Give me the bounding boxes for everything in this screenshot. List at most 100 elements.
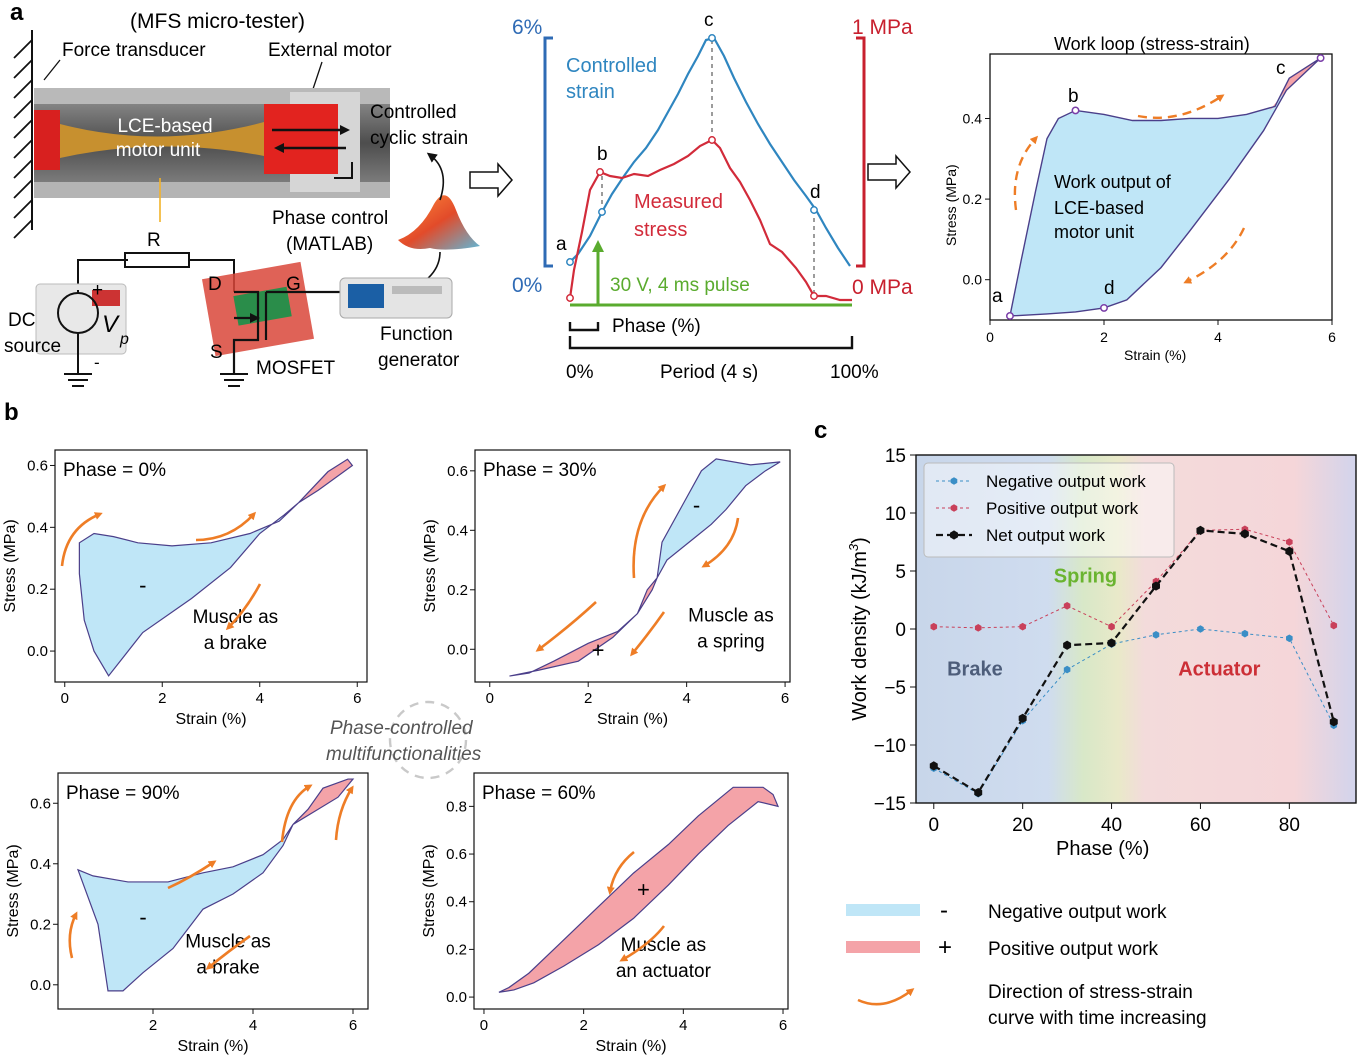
loop-panel-p30: Phase = 30% - + Muscle as a spring 0 2 4 6 0.0 0.2… [422,449,791,728]
controlled-strain-line2: strain [566,81,615,103]
workloop-xtick-label-0: 0 [986,329,994,345]
workloop-ytick-label-0: 0.0 [963,272,983,288]
loop-text-line1-p30: Muscle as [688,605,774,626]
chart-legend-marker-1 [950,504,958,512]
loop-pos-area-p0 [298,458,354,504]
loop-ytick-label-p60-3: 0.6 [446,846,467,863]
chart-point-2-2 [1018,713,1027,723]
chart-point-0-5 [1152,631,1160,639]
loop-xtick-label-p60-1: 2 [579,1017,587,1034]
phase-control-line2: (MATLAB) [286,234,373,255]
mosfet-symbol [232,290,318,374]
loop-ylabel-p30: Stress (MPa) [422,519,439,612]
loop-xtick-label-p30-0: 0 [486,690,494,707]
loop-pos-area-p30 [509,577,658,677]
workloop-marker-3 [1100,303,1108,312]
period-end-label: 100% [830,362,879,383]
timing-lines [566,34,852,302]
loop-text-line2-p60: an actuator [616,961,712,982]
timing-point-a: a [556,234,567,255]
loop-ytick-label-p30-3: 0.6 [447,463,468,480]
dc-label-line1: DC [8,310,35,331]
chart-point-2-5 [1152,581,1160,591]
workloop-direction-arrow-0 [1013,135,1039,211]
controlled-cyclic-line1: Controlled [370,102,457,123]
workloop-text-line3: motor unit [1054,222,1134,242]
legend-pos-sign: + [938,934,952,961]
loop-ytick-label-p30-0: 0.0 [447,641,468,658]
setup-schematic: a (MFS micro-tester) Force transducer Ex… [4,0,911,387]
workloop-xlabel: Strain (%) [1124,347,1186,363]
workloop-point-a: a [992,286,1003,307]
chart-legend-box [923,462,1175,558]
motor-clamp [264,104,338,174]
loop-direction-arrow-p90-2 [205,934,251,970]
loop-plots: Phase = 0% - Muscle as a brake 0 2 4 6 0.0 0.2 0.4… [2,449,791,1055]
loop-xtick-label-p60-3: 6 [779,1017,787,1034]
chart-point-0-3 [1063,665,1071,674]
chart-series-line-0 [933,628,1335,795]
chart-xtick-label-3: 60 [1190,815,1211,836]
loop-ytick-label-p60-4: 0.8 [446,798,467,815]
timing-point-c: c [704,10,714,31]
loop-ytick-label-p0-1: 0.2 [27,581,48,598]
stress-max-label: 1 MPa [852,16,913,39]
loop-neg-area-p90 [76,824,294,992]
strain-bracket [543,36,553,268]
lce-fiber [60,122,264,158]
chart-xlabel: Phase (%) [1056,838,1149,860]
gate-label: G [286,274,301,295]
loop-xtick-label-p90-0: 2 [149,1017,157,1034]
loop-sign2-p30: + [592,637,605,662]
loop-ytick-label-p90-1: 0.2 [30,916,51,933]
workloop-ytick-label-1: 0.2 [963,191,983,207]
loop-text-line2-p30: a spring [697,631,765,652]
legend-direction-line2: curve with time increasing [988,1008,1207,1029]
loop-ytick-label-p60-2: 0.4 [446,894,467,911]
minus-label: - [94,353,100,372]
chart-xtick-label-1: 20 [1012,815,1033,836]
loop-direction-arrow-p0-0 [60,512,103,567]
workloop-body: 0 2 4 6 0.0 0.2 0.4 [963,54,1336,345]
stress-min-label: 0 MPa [852,276,913,299]
loop-ytick-label-p30-1: 0.2 [447,582,468,599]
panel-label-b: b [4,399,19,426]
transition-arrow-2 [867,154,911,190]
loop-xlabel-p0: Strain (%) [175,711,246,728]
loop-text-line1-p90: Muscle as [185,932,271,953]
loop-ylabel-p90: Stress (MPa) [5,844,22,937]
chart-point-1-1 [974,624,982,632]
timing-marker-2 [708,34,716,42]
loop-direction-arrow-p30-2 [535,601,597,652]
loop-ylabel-p0: Stress (MPa) [2,519,19,612]
resistor-label: R [147,230,161,251]
workloop-point-d: d [1104,278,1115,299]
loop-pos-area-p60 [498,786,780,993]
chart-point-1-8 [1286,538,1293,546]
loop-phase-p30: Phase = 30% [483,460,597,481]
workloop-ylabel: Stress (MPa) [943,164,959,246]
loop-sign-p60: + [637,877,650,902]
loop-sign-p90: - [139,904,146,929]
panel-label-c: c [814,417,827,444]
loop-phase-p0: Phase = 0% [63,460,166,481]
chart-point-2-3 [1063,640,1072,650]
loop-xlabel-p60: Strain (%) [595,1038,666,1055]
workloop-point-b: b [1068,86,1079,107]
workloop-chart: Work loop (stress-strain) 0 2 4 60.00.20.4 … [943,34,1336,363]
bottom-legend: - Negative output work + Positive output… [846,897,1207,1029]
legend-neg-label: Negative output work [988,902,1167,923]
legend-pos-label: Positive output work [988,939,1159,960]
loop-direction-arrow-p90-1 [167,860,217,890]
workloop-outline [1009,57,1322,317]
external-motor-label: External motor [268,40,392,61]
loop-xtick-label-p60-2: 4 [679,1017,687,1034]
loop-neg-area-p30 [656,458,781,579]
loop-ytick-label-p90-0: 0.0 [30,977,51,994]
chart-legend-marker-0 [950,477,958,485]
matlab-icon [398,195,480,250]
loop-xlabel-p30: Strain (%) [597,711,668,728]
source-pin-label: S [210,342,223,363]
loop-xtick-label-p30-3: 6 [781,690,789,707]
ground-icon-1 [64,373,92,387]
